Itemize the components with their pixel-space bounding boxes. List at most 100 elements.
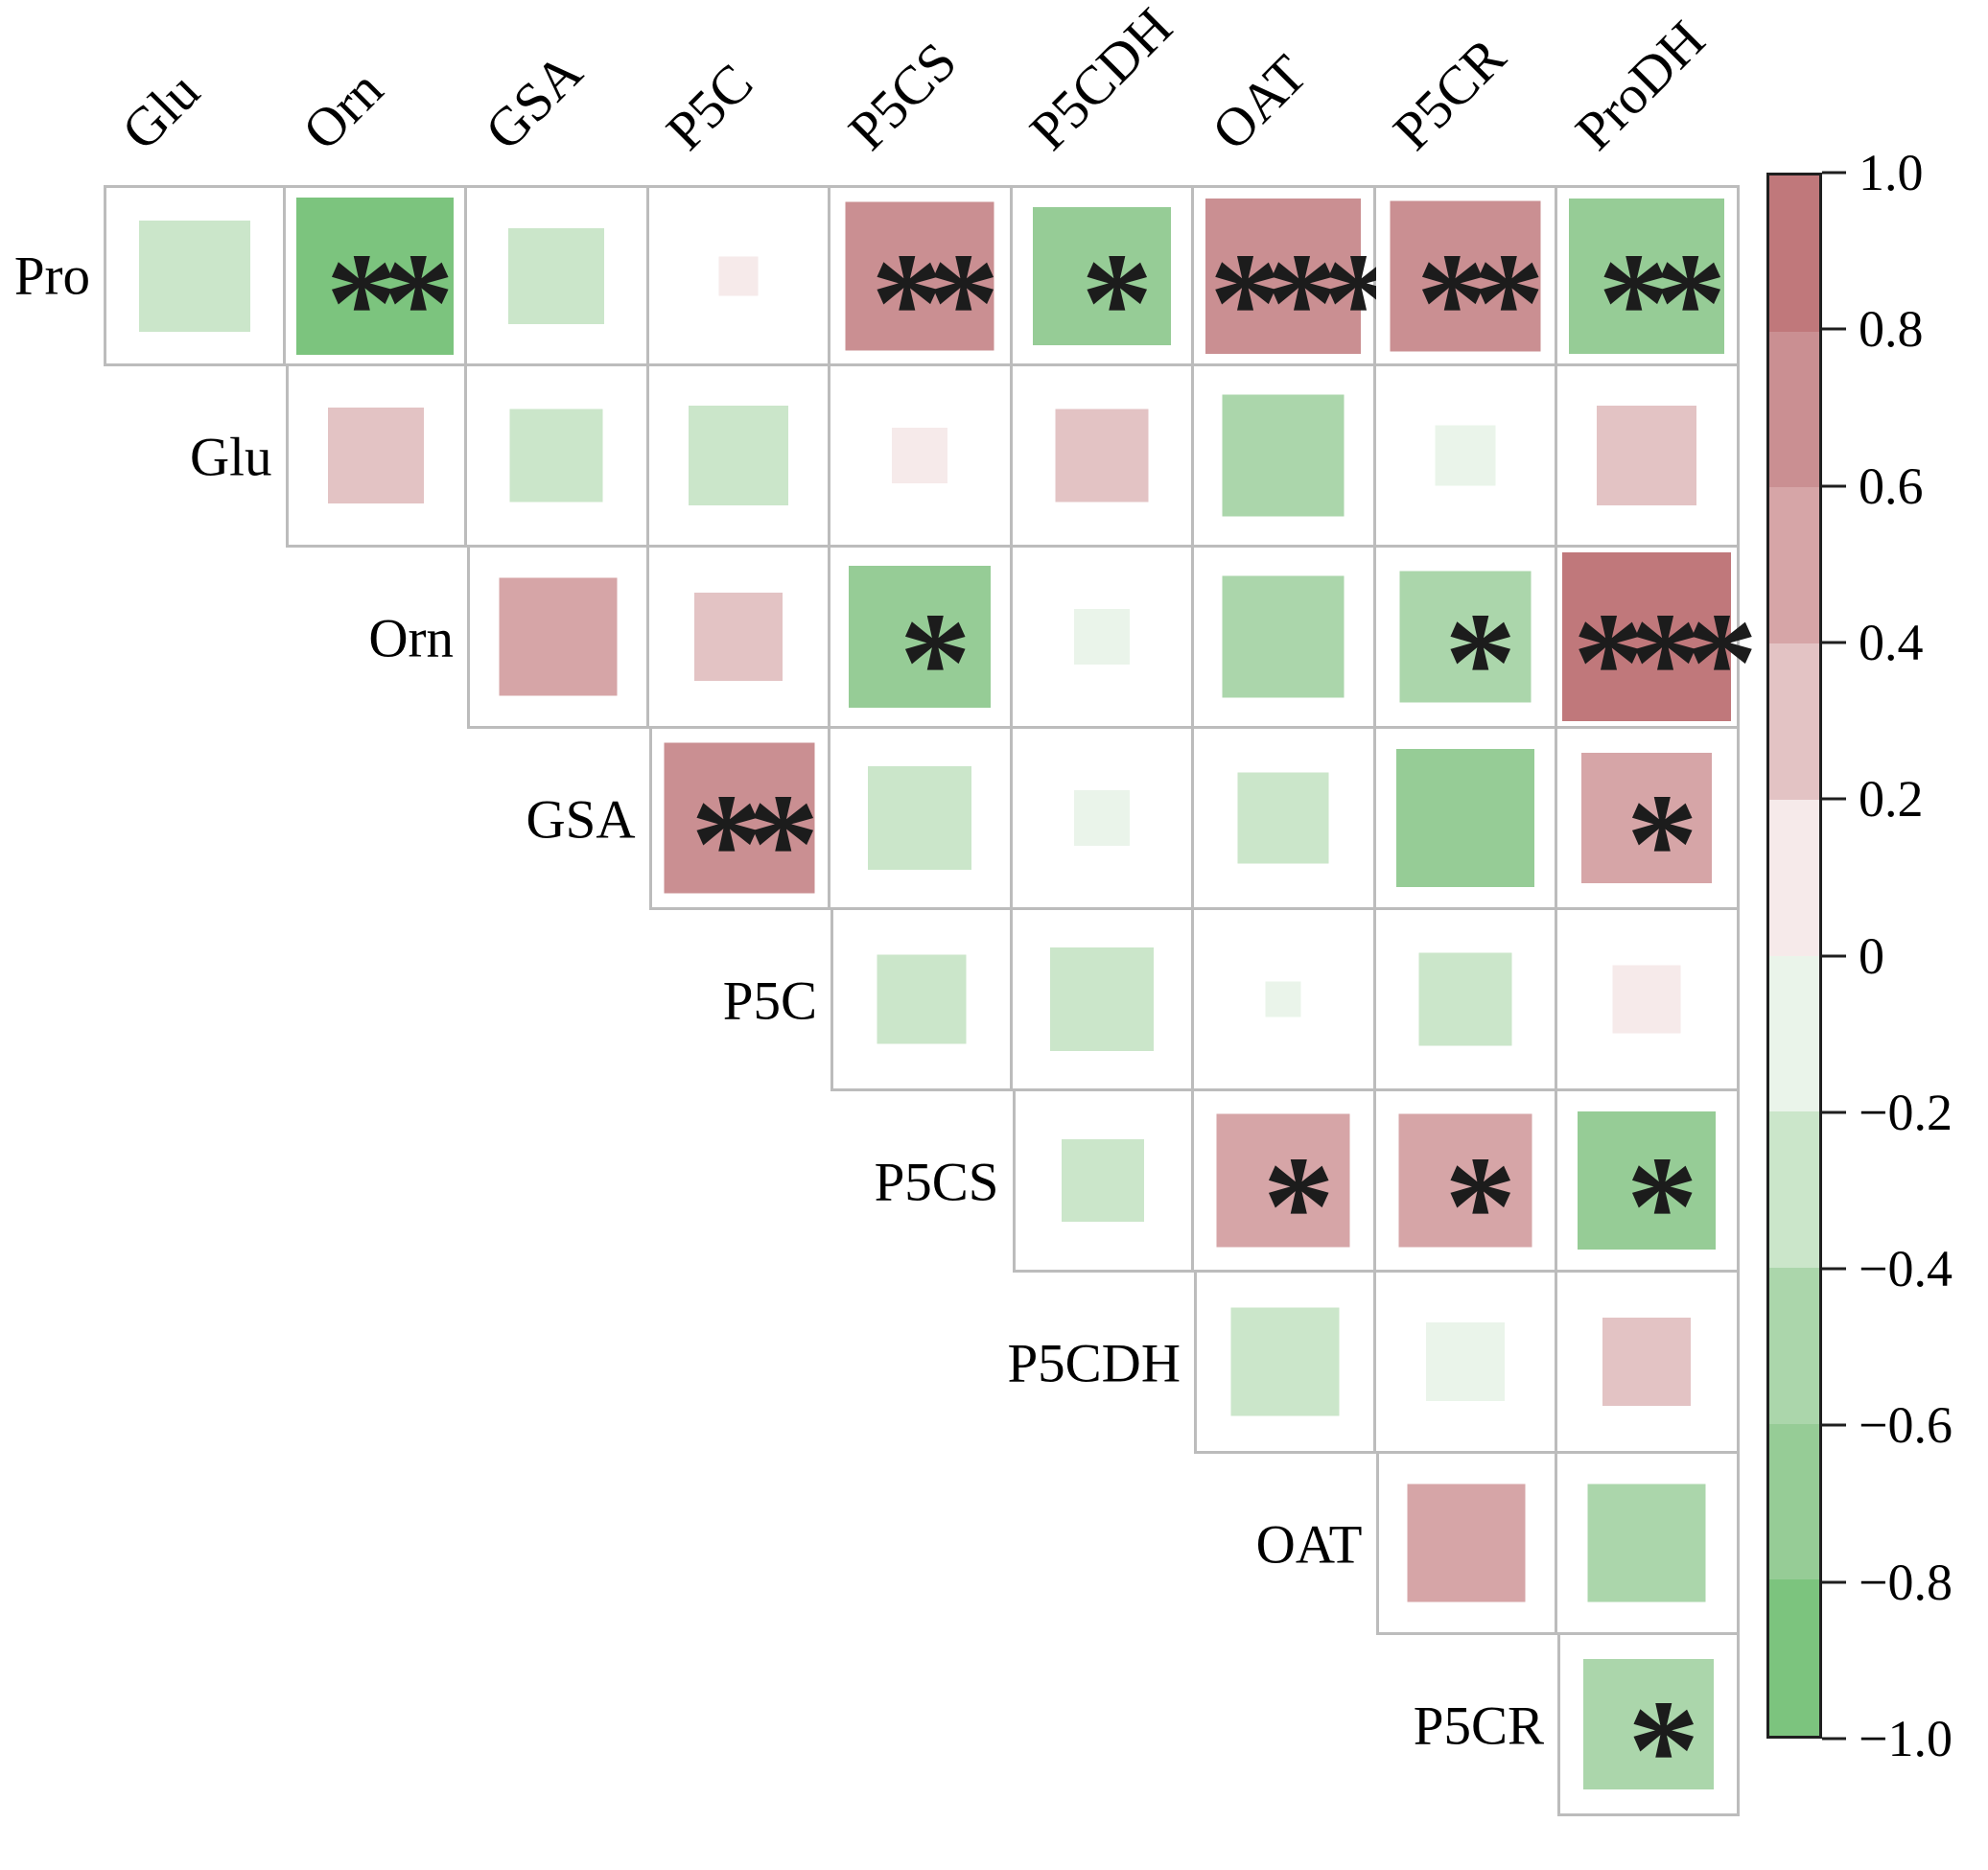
matrix-cell-P5CDH-OAT [1194, 1273, 1376, 1454]
matrix-cell-Pro-P5CDH: * [1012, 185, 1194, 383]
correlation-square [508, 227, 605, 324]
colorbar-band-4 [1769, 799, 1819, 956]
correlation-square [1425, 1322, 1505, 1401]
colorbar-tick [1822, 954, 1846, 957]
correlation-square [688, 406, 788, 505]
correlation-square [1399, 571, 1532, 703]
matrix-cell-Orn-OAT [1194, 548, 1376, 729]
colorbar-band-5 [1769, 955, 1819, 1112]
colorbar-tick [1822, 1267, 1846, 1271]
matrix-cell-Pro-ProDH: ** [1557, 185, 1740, 383]
colorbar-tick [1822, 1423, 1846, 1427]
correlation-square [1205, 198, 1362, 354]
correlation-square [892, 428, 948, 483]
correlation-square [1562, 552, 1732, 721]
matrix-cell-Glu-GSA [467, 366, 649, 548]
row-label-Orn: Orn [368, 608, 454, 668]
colorbar-tick [1822, 641, 1846, 644]
matrix-cell-Pro-Orn: ** [285, 185, 467, 383]
colorbar-band-3 [1769, 643, 1819, 800]
matrix-cell-Pro-Glu [104, 185, 286, 366]
correlation-square [877, 954, 967, 1044]
matrix-cell-Glu-Orn [285, 366, 467, 548]
column-label-P5CR: P5CR [1382, 26, 1518, 162]
correlation-square [1230, 1307, 1340, 1416]
matrix-cell-P5C-ProDH [1557, 910, 1740, 1091]
colorbar-tick-label: 0.6 [1859, 456, 1924, 515]
colorbar-tick [1822, 1737, 1846, 1741]
column-label-P5CDH: P5CDH [1018, 0, 1184, 162]
correlation-square [693, 593, 783, 681]
correlation-square [1407, 1484, 1526, 1602]
correlation-square [1587, 1484, 1706, 1602]
matrix-cell-OAT-P5CR [1375, 1454, 1557, 1635]
matrix-cell-P5CDH-P5CR [1375, 1273, 1557, 1454]
matrix-cell-GSA-OAT [1194, 729, 1376, 910]
correlation-square [1602, 1318, 1692, 1406]
colorbar-tick-label: 0.4 [1859, 613, 1924, 671]
correlation-square [138, 220, 250, 332]
correlation-square [1216, 1113, 1350, 1248]
colorbar [1766, 173, 1822, 1739]
colorbar-tick [1822, 171, 1846, 175]
colorbar-tick-label: 0.2 [1859, 770, 1924, 829]
colorbar-tick-label: 0 [1859, 926, 1884, 985]
matrix-cell-P5C-P5CDH [1012, 910, 1194, 1091]
matrix-cell-P5C-P5CS [830, 910, 1013, 1091]
colorbar-band-8 [1769, 1423, 1819, 1580]
correlation-square [1055, 409, 1149, 503]
matrix-cell-GSA-P5CS [830, 729, 1013, 910]
colorbar-tick [1822, 797, 1846, 801]
matrix-cell-Orn-P5CS: * [830, 548, 1013, 742]
correlation-square [295, 197, 454, 355]
row-label-P5C: P5C [722, 970, 817, 1031]
matrix-cell-P5CS-OAT: * [1194, 1091, 1376, 1286]
matrix-cell-Orn-P5CR: * [1375, 548, 1557, 742]
column-label-P5CS: P5CS [836, 31, 969, 162]
correlation-square [849, 566, 992, 708]
correlation-square [499, 577, 618, 696]
colorbar-band-6 [1769, 1111, 1819, 1268]
correlation-square [664, 742, 815, 894]
matrix-cell-GSA-P5CR [1375, 729, 1557, 910]
correlation-square [1237, 772, 1329, 864]
colorbar-tick [1822, 484, 1846, 488]
matrix-cell-Orn-P5C [648, 548, 830, 729]
correlation-square [1569, 198, 1725, 354]
colorbar-tick-label: −1.0 [1859, 1710, 1953, 1767]
matrix-cell-Pro-OAT: *** [1194, 185, 1394, 383]
matrix-cell-P5C-OAT [1194, 910, 1376, 1091]
correlation-square [845, 201, 994, 350]
colorbar-tick-label: 1.0 [1859, 144, 1924, 201]
matrix-cell-P5CS-ProDH: * [1557, 1091, 1740, 1286]
correlation-square [1418, 952, 1512, 1046]
colorbar-tick-label: −0.6 [1859, 1396, 1953, 1455]
row-label-Pro: Pro [13, 245, 90, 306]
matrix-cell-Glu-OAT [1194, 366, 1376, 548]
matrix-cell-Glu-P5CS [830, 366, 1013, 548]
correlation-square [1049, 947, 1154, 1051]
matrix-cell-Pro-P5CR: ** [1375, 185, 1557, 383]
colorbar-band-9 [1769, 1579, 1819, 1737]
matrix-cell-Orn-ProDH: *** [1557, 548, 1758, 742]
matrix-cell-GSA-P5C: ** [648, 729, 830, 923]
matrix-cell-P5CR-ProDH: * [1557, 1635, 1740, 1830]
column-label-OAT: OAT [1200, 43, 1319, 162]
correlation-square [1222, 575, 1345, 698]
matrix-cell-Pro-P5C [648, 185, 830, 366]
column-label-GSA: GSA [473, 41, 595, 162]
matrix-cell-GSA-ProDH: * [1557, 729, 1740, 923]
matrix-cell-Orn-GSA [467, 548, 649, 729]
correlation-square [1582, 1659, 1714, 1789]
correlation-square [1581, 753, 1713, 883]
colorbar-tick [1822, 1110, 1846, 1114]
colorbar-band-2 [1769, 487, 1819, 644]
correlation-square [1073, 609, 1130, 665]
row-label-P5CS: P5CS [874, 1152, 999, 1212]
row-label-OAT: OAT [1255, 1514, 1363, 1575]
correlation-square [1222, 394, 1345, 517]
matrix-cell-P5C-P5CR [1375, 910, 1557, 1091]
correlation-square [1073, 790, 1130, 846]
correlation-square [1390, 200, 1541, 351]
